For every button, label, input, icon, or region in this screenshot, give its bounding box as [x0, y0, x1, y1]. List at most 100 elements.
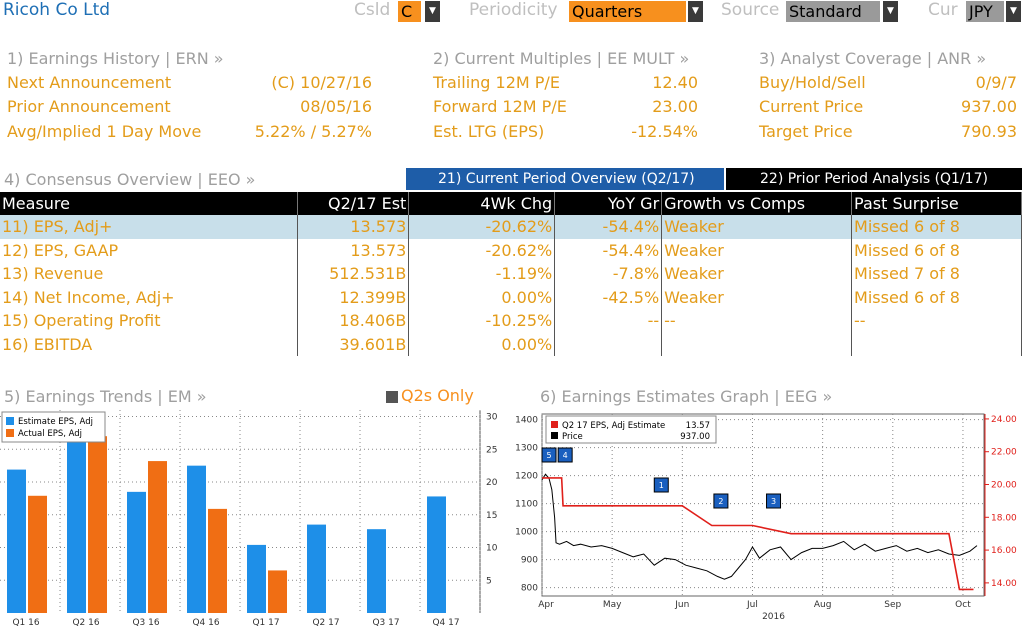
change-cell: 0.00%: [408, 332, 556, 356]
table-row[interactable]: 15) Operating Profit 18.406B -10.25% -- -- --: [0, 309, 1022, 333]
measure-cell: 13) Revenue: [0, 262, 299, 286]
legend-estimate-value: 13.57: [686, 421, 710, 431]
event-marker-label: 2: [718, 497, 723, 506]
earnings-estimates-chart: 800 900 1000 1100 1200 1300 1400 14.00 16.00 18.0…: [508, 408, 1024, 630]
col-measure[interactable]: Measure: [0, 192, 299, 215]
earnings-history-link[interactable]: 1) Earnings History | ERN »: [7, 49, 224, 68]
csld-select[interactable]: C: [398, 1, 421, 22]
legend-box: [1, 411, 106, 443]
col-estimate[interactable]: Q2/17 Est: [297, 192, 410, 215]
current-multiples-link[interactable]: 2) Current Multiples | EE MULT »: [433, 49, 690, 68]
growth-cell: Weaker: [661, 238, 853, 262]
y-tick-label: 15: [486, 511, 497, 521]
y-tick-label: 5: [486, 576, 492, 586]
col-yoy-growth[interactable]: YoY Gr: [554, 192, 663, 215]
y-tick-label: 30: [486, 413, 498, 423]
table-row[interactable]: 14) Net Income, Adj+ 12.399B 0.00% -42.5% We…: [0, 285, 1022, 309]
measure-cell: 14) Net Income, Adj+: [0, 285, 299, 309]
event-marker-label: 1: [659, 481, 664, 490]
col-4wk-change[interactable]: 4Wk Chg: [408, 192, 556, 215]
security-title: Ricoh Co Ltd: [3, 0, 111, 20]
source-label: Source: [721, 0, 780, 20]
y-right-tick-label: 22.00: [991, 448, 1017, 458]
legend-price-label: Price: [562, 432, 583, 442]
source-dropdown-icon[interactable]: ▼: [883, 1, 898, 22]
trailing-pe-label: Trailing 12M P/E: [433, 73, 560, 92]
est-ltg-label: Est. LTG (EPS): [433, 122, 545, 141]
analyst-coverage-link[interactable]: 3) Analyst Coverage | ANR »: [759, 49, 987, 68]
estimate-bar: [307, 524, 326, 613]
earnings-estimates-graph-link[interactable]: 6) Earnings Estimates Graph | EEG »: [540, 387, 833, 406]
plot-frame: [541, 413, 985, 597]
x-tick-label: Oct: [955, 600, 971, 610]
event-marker-label: 3: [771, 497, 776, 506]
x-tick-label: Q3 17: [372, 618, 399, 628]
event-marker: [541, 447, 557, 463]
yoy-cell: [554, 332, 663, 356]
currency-select[interactable]: JPY: [966, 1, 1004, 22]
y-right-tick-label: 16.00: [991, 546, 1017, 556]
x-tick-label: Q1 16: [12, 618, 39, 628]
actual-bar: [268, 570, 287, 613]
earnings-trends-link[interactable]: 5) Earnings Trends | EM »: [4, 387, 207, 406]
est-ltg-value: -12.54%: [631, 122, 698, 141]
periodicity-label: Periodicity: [469, 0, 558, 20]
col-growth-vs-comps[interactable]: Growth vs Comps: [661, 192, 853, 215]
table-row[interactable]: 11) EPS, Adj+ 13.573 -20.62% -54.4% Weaker Mi…: [0, 215, 1022, 239]
source-select[interactable]: Standard: [786, 1, 880, 22]
surprise-cell: Missed 7 of 8: [851, 262, 1022, 286]
consensus-overview-link[interactable]: 4) Consensus Overview | EEO »: [4, 170, 256, 189]
estimate-bar: [427, 496, 446, 613]
price-line: [541, 473, 978, 580]
actual-bar: [148, 461, 167, 613]
x-tick-label: Q3 16: [132, 618, 159, 628]
forward-pe-label: Forward 12M P/E: [433, 97, 567, 116]
checkbox-icon[interactable]: [386, 390, 398, 403]
forward-pe-value: 23.00: [652, 97, 698, 116]
y-right-tick-label: 14.00: [991, 579, 1017, 589]
y-left-tick-label: 800: [521, 584, 538, 594]
surprise-cell: Missed 6 of 8: [851, 215, 1022, 239]
surprise-cell: [851, 332, 1022, 356]
target-price-label: Target Price: [759, 122, 853, 141]
consensus-header-row: Measure Q2/17 Est 4Wk Chg YoY Gr Growth …: [0, 192, 1022, 215]
periodicity-select[interactable]: Quarters: [569, 1, 686, 22]
change-cell: 0.00%: [408, 285, 556, 309]
legend-price-value: 937.00: [680, 432, 710, 442]
estimate-cell: 512.531B: [297, 262, 410, 286]
x-tick-label: Sep: [884, 600, 901, 610]
event-marker: [557, 447, 573, 463]
y-tick-label: 10: [486, 544, 498, 554]
table-row[interactable]: 12) EPS, GAAP 13.573 -20.62% -54.4% Weaker Mi…: [0, 238, 1022, 262]
table-row[interactable]: 16) EBITDA 39.601B 0.00%: [0, 332, 1022, 356]
x-tick-label: May: [603, 600, 622, 610]
day-move-value: 5.22% / 5.27%: [254, 122, 372, 141]
measure-cell: 16) EBITDA: [0, 332, 299, 356]
x-tick-label: Q1 17: [252, 618, 279, 628]
csld-dropdown-icon[interactable]: ▼: [425, 1, 440, 22]
periodicity-dropdown-icon[interactable]: ▼: [688, 1, 703, 22]
col-past-surprise[interactable]: Past Surprise: [851, 192, 1022, 215]
tab-prior-period[interactable]: 22) Prior Period Analysis (Q1/17): [726, 168, 1022, 190]
consensus-table: Measure Q2/17 Est 4Wk Chg YoY Gr Growth …: [0, 192, 1022, 356]
earnings-trends-chart: 5 10 15 20 25 30 Q1 16 Q2 16 Q3 16 Q4 16 Q1 17 Q2 1…: [0, 408, 508, 630]
x-tick-label: Q4 17: [432, 618, 459, 628]
change-cell: -20.62%: [408, 238, 556, 262]
y-left-tick-label: 900: [521, 556, 538, 566]
event-marker: [653, 477, 669, 493]
y-left-tick-label: 1300: [515, 444, 538, 454]
yoy-cell: -54.4%: [554, 215, 663, 239]
current-price-value: 937.00: [961, 97, 1017, 116]
measure-cell: 15) Operating Profit: [0, 309, 299, 333]
estimate-bar: [67, 430, 86, 613]
event-marker-label: 5: [546, 451, 551, 460]
csld-label: Csld: [354, 0, 391, 20]
change-cell: -10.25%: [408, 309, 556, 333]
table-row[interactable]: 13) Revenue 512.531B -1.19% -7.8% Weaker Miss…: [0, 262, 1022, 286]
estimate-cell: 13.573: [297, 215, 410, 239]
tab-current-period[interactable]: 21) Current Period Overview (Q2/17): [406, 168, 724, 190]
prior-announcement-value: 08/05/16: [300, 97, 372, 116]
legend-actual-swatch: [6, 429, 14, 437]
currency-dropdown-icon[interactable]: ▼: [1006, 1, 1021, 22]
q2s-only-toggle[interactable]: Q2s Only: [386, 386, 474, 405]
